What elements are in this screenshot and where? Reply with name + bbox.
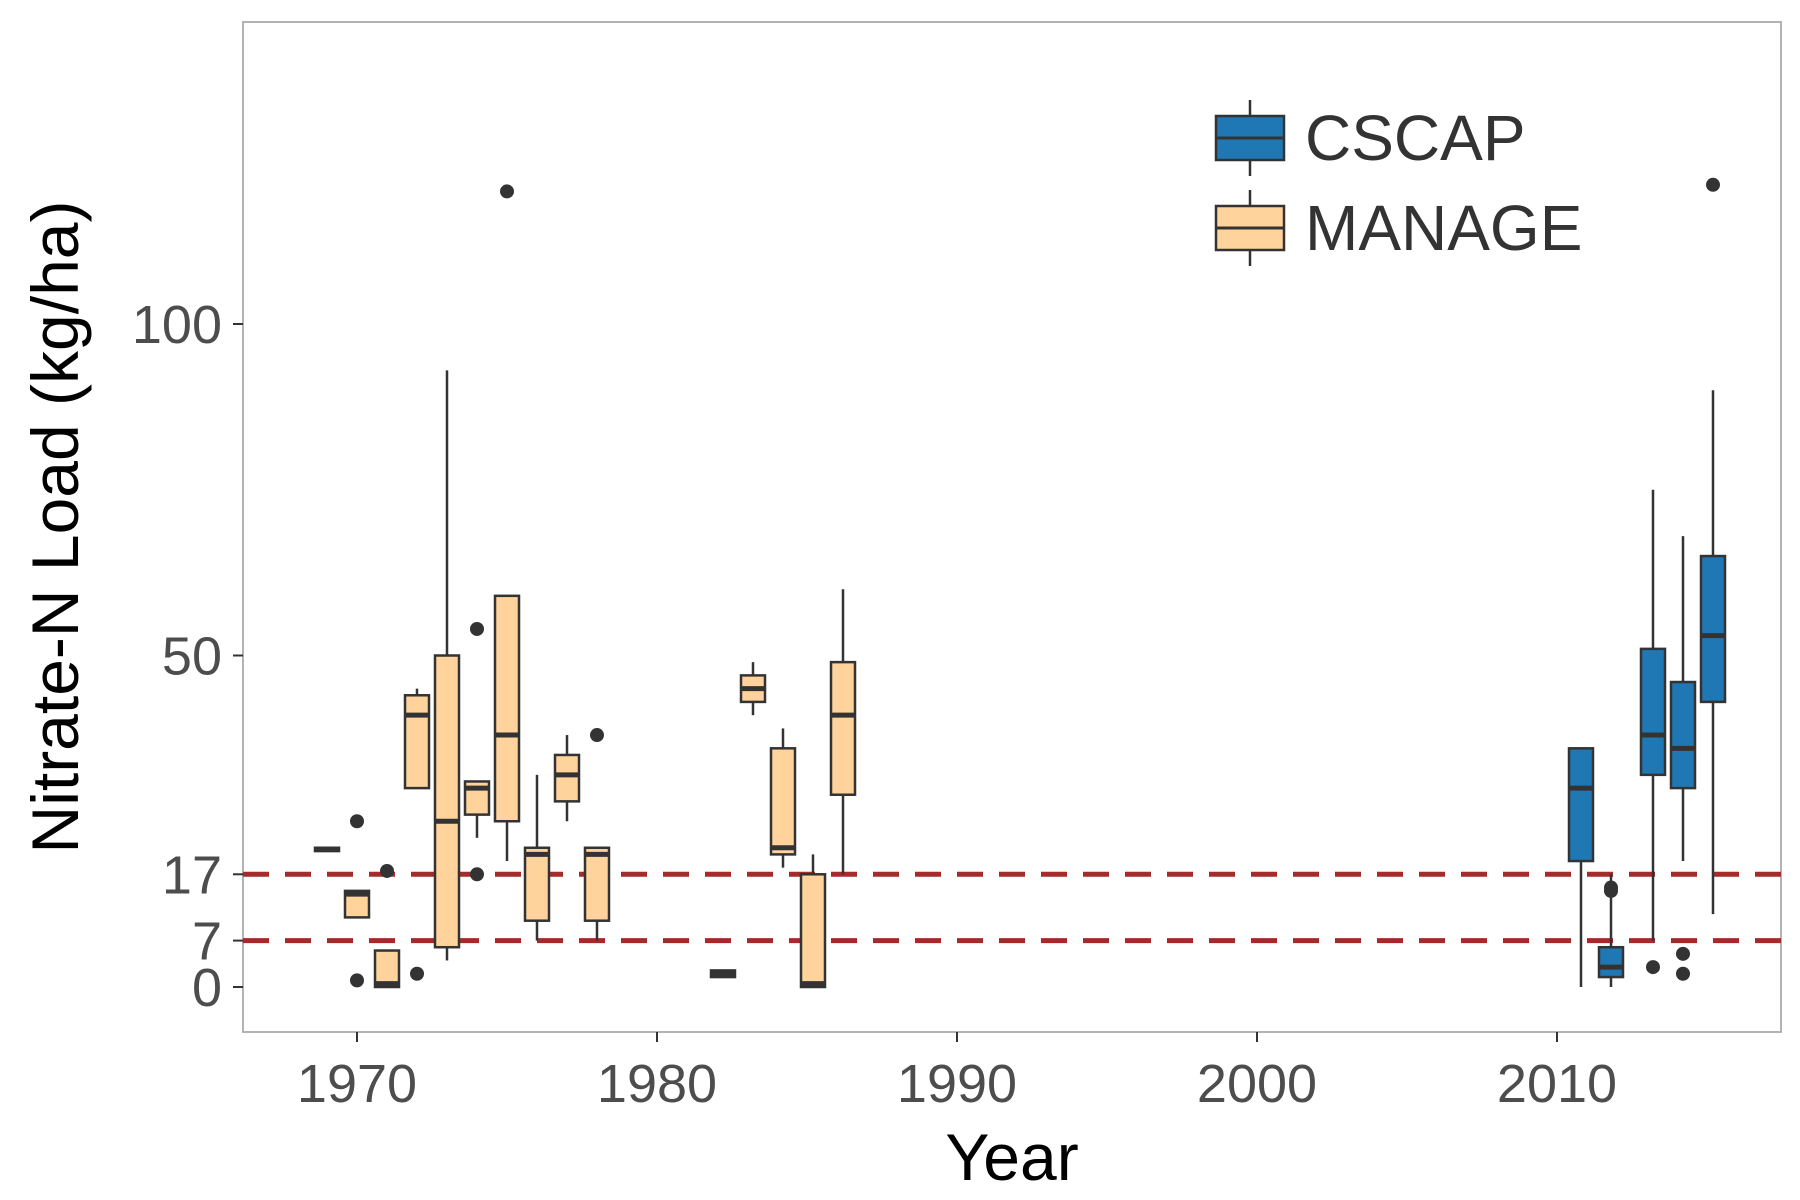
box-body [1597, 945, 1625, 979]
outlier-point [350, 814, 364, 829]
panel-border [242, 21, 1782, 1033]
box-body [1699, 554, 1727, 704]
box-cscap [1639, 489, 1667, 975]
x-tick-label: 1970 [297, 1054, 417, 1114]
y-axis-title: Nitrate-N Load (kg/ha) [18, 201, 92, 854]
reference-lines [243, 871, 1781, 944]
y-tick-label: 0 [192, 958, 222, 1018]
x-tick-label: 1980 [597, 1054, 717, 1114]
box-manage [463, 621, 491, 882]
box-manage [583, 728, 611, 941]
box-manage [523, 774, 551, 941]
box-manage [433, 370, 461, 961]
legend: CSCAP MANAGE [1214, 100, 1582, 266]
box-body [493, 594, 521, 823]
x-tick-label: 2000 [1197, 1054, 1317, 1114]
box-cscap [1669, 536, 1697, 981]
y-axis: 07 17 50 100 [132, 295, 243, 1018]
legend-item-manage: MANAGE [1214, 190, 1582, 266]
box-manage [769, 728, 797, 868]
box-cscap [1699, 177, 1727, 915]
box-manage [343, 814, 371, 988]
outlier-point [470, 867, 484, 882]
y-tick-label: 100 [132, 295, 222, 355]
y-tick-label: 17 [162, 845, 222, 905]
box-body [799, 873, 827, 989]
box-manage [373, 863, 401, 989]
box-body [403, 694, 431, 790]
box-cscap [1567, 747, 1595, 987]
outlier-point [1706, 177, 1720, 192]
y-tick-label: 50 [162, 627, 222, 687]
box-manage [553, 735, 581, 822]
x-axis-title: Year [945, 1120, 1078, 1194]
outlier-point [500, 184, 514, 199]
box-body [829, 660, 857, 796]
x-axis: 1970 1980 1990 2000 2010 [297, 1032, 1617, 1114]
box-manage [709, 969, 737, 979]
x-tick-label: 1990 [897, 1054, 1017, 1114]
legend-label: MANAGE [1305, 192, 1582, 264]
box-body [1567, 747, 1595, 863]
outlier-point [1676, 946, 1690, 961]
box-manage [739, 662, 767, 716]
box-manage [799, 854, 827, 989]
box-body [433, 654, 461, 949]
box-manage [403, 688, 431, 981]
outlier-point [1676, 966, 1690, 981]
outlier-point [470, 621, 484, 636]
legend-label: CSCAP [1305, 102, 1526, 174]
outlier-point [410, 966, 424, 981]
box-body [1669, 680, 1697, 790]
outlier-point [590, 728, 604, 743]
x-tick-label: 2010 [1497, 1054, 1617, 1114]
legend-item-cscap: CSCAP [1214, 100, 1526, 176]
outlier-point [350, 973, 364, 988]
box-body [553, 753, 581, 803]
box-manage [313, 846, 341, 853]
box-manage [493, 184, 521, 862]
box-cscap [1597, 874, 1625, 987]
boxes [313, 177, 1727, 989]
y-tick-label: 7 [192, 912, 222, 972]
outlier-point [1646, 960, 1660, 975]
outlier-point [1604, 880, 1618, 895]
box-body [373, 949, 401, 989]
box-manage [829, 589, 857, 875]
box-body [523, 846, 551, 922]
outlier-point [380, 863, 394, 878]
box-body [1639, 647, 1667, 777]
box-body [769, 747, 797, 856]
box-body [583, 846, 611, 922]
